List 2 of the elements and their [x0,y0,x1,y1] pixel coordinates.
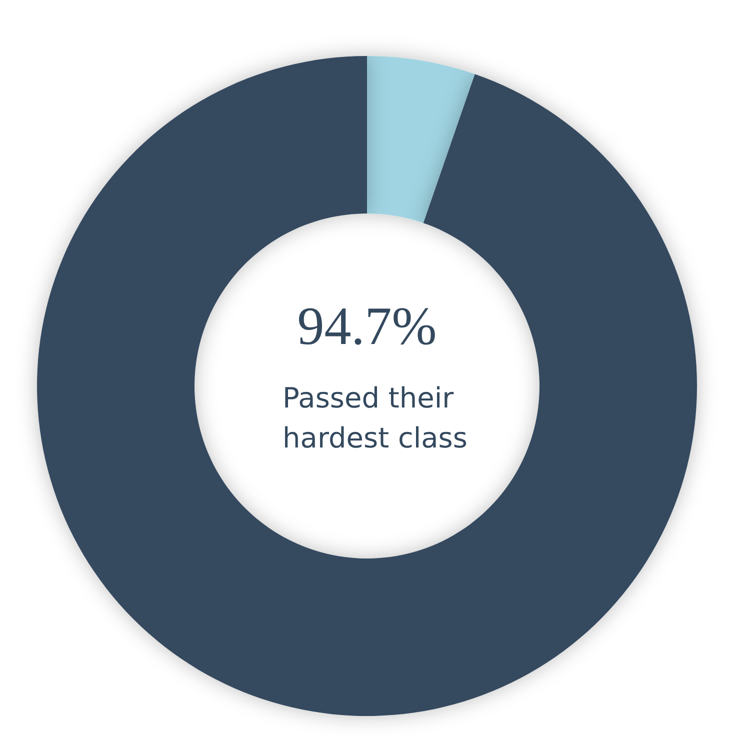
data-label: 94.7% [297,296,437,356]
text: Passed their hardest class [282,382,468,454]
